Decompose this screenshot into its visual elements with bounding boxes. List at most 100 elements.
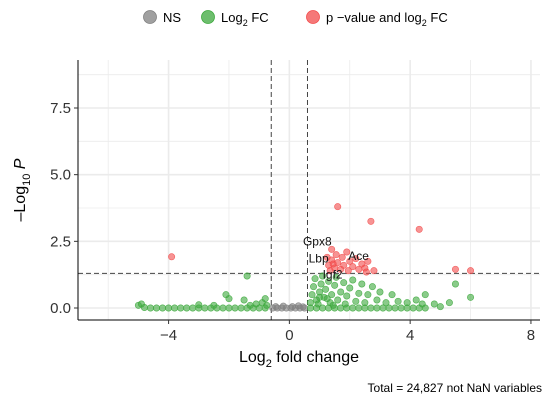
x-axis-title-tail: fold change (272, 349, 359, 366)
data-point (331, 281, 339, 289)
legend-item-both: p −value and log2 FC (306, 10, 448, 28)
data-point (311, 275, 319, 283)
data-point (329, 301, 337, 309)
data-point (341, 300, 349, 308)
data-point (346, 284, 354, 292)
data-point (352, 297, 360, 305)
data-point (403, 299, 411, 307)
data-point (326, 267, 334, 275)
y-tick-label: 0.0 (50, 300, 71, 317)
legend-swatch (201, 10, 215, 24)
data-point (349, 304, 357, 312)
data-point (445, 299, 453, 307)
data-point (219, 304, 227, 312)
legend-label-part: 2 (422, 18, 427, 28)
data-point (368, 283, 376, 291)
data-points (134, 203, 475, 312)
gene-label: Igf2 (323, 268, 343, 282)
legend-label-part: FC (427, 10, 448, 25)
data-point (340, 279, 348, 287)
data-point (421, 291, 429, 299)
data-point (430, 300, 438, 308)
gene-label: Ace (348, 249, 369, 263)
data-point (177, 304, 185, 312)
data-point (349, 263, 357, 271)
data-point (316, 293, 324, 301)
data-point (288, 303, 296, 311)
data-point (307, 299, 315, 307)
data-point (237, 304, 245, 312)
data-point (201, 304, 209, 312)
data-point (323, 295, 331, 303)
legend-swatch (143, 10, 157, 24)
data-point (340, 261, 348, 269)
data-point (412, 296, 420, 304)
data-point (328, 245, 336, 253)
data-point (183, 304, 191, 312)
x-axis-title-sub: 2 (266, 358, 272, 370)
y-axis-title-sub: 10 (21, 174, 33, 186)
data-point (332, 251, 340, 259)
data-point (349, 276, 357, 284)
x-tick-label: 8 (527, 327, 535, 344)
data-point (334, 296, 342, 304)
data-point (332, 273, 340, 281)
data-point (364, 257, 372, 265)
data-point (231, 304, 239, 312)
data-point (322, 285, 330, 293)
data-point (334, 203, 342, 211)
data-point (314, 300, 322, 308)
data-point (370, 267, 378, 275)
grid (78, 60, 540, 320)
data-point (225, 295, 233, 303)
data-point (367, 304, 375, 312)
x-tick-label: −4 (160, 327, 177, 344)
data-point (391, 304, 399, 312)
legend: NS Log2 FC p −value and log2 FC (143, 10, 448, 28)
gene-label: Gpx8 (303, 234, 332, 248)
legend-item-fc: Log2 FC (201, 10, 269, 28)
data-point (171, 304, 179, 312)
data-point (272, 303, 280, 311)
data-point (352, 255, 360, 263)
data-point (337, 288, 345, 296)
data-point (246, 301, 254, 309)
data-point (358, 280, 366, 288)
data-point (225, 304, 233, 312)
data-point (362, 268, 370, 276)
data-point (451, 265, 459, 273)
data-point (467, 293, 475, 301)
y-tick-label: 5.0 (50, 167, 71, 184)
axis-titles: Log2 fold change –Log10 P Total = 24,827 n… (12, 158, 542, 395)
data-point (263, 301, 271, 309)
data-point (373, 304, 381, 312)
legend-item-ns: NS (143, 10, 181, 25)
data-point (261, 295, 269, 303)
caption: Total = 24,827 not NaN variables (368, 381, 542, 395)
x-tick-label: 4 (406, 327, 414, 344)
legend-label: Log2 FC (221, 10, 269, 28)
data-point (394, 297, 402, 305)
data-point (382, 299, 390, 307)
data-point (355, 289, 363, 297)
data-point (451, 280, 459, 288)
data-point (210, 301, 218, 309)
data-point (328, 291, 336, 299)
data-point (308, 291, 316, 299)
legend-label: NS (163, 10, 181, 25)
x-axis-title: Log2 fold change (239, 349, 359, 370)
data-point (299, 303, 307, 311)
data-point (243, 272, 251, 280)
data-point (189, 304, 197, 312)
data-point (367, 217, 375, 225)
data-point (252, 300, 260, 308)
data-point (397, 304, 405, 312)
data-point (279, 302, 287, 310)
data-point (159, 304, 167, 312)
data-point (338, 253, 346, 261)
data-point (240, 296, 248, 304)
data-point (344, 267, 352, 275)
legend-label-part: 2 (243, 18, 248, 28)
data-point (343, 248, 351, 256)
